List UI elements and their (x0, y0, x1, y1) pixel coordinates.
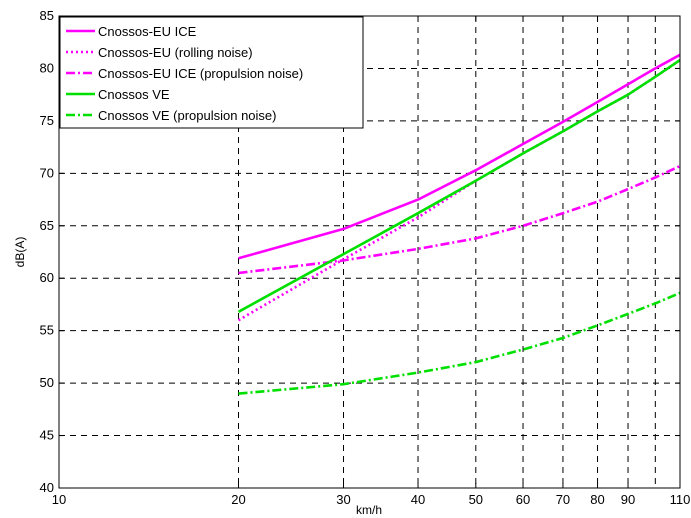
y-tick-label: 80 (40, 60, 54, 75)
legend-label-4: Cnossos VE (98, 87, 170, 102)
y-tick-label: 60 (40, 270, 54, 285)
series-line-5 (238, 291, 681, 395)
x-tick-label: 80 (590, 492, 604, 507)
x-tick-label: 60 (516, 492, 530, 507)
y-tick-label: 85 (40, 8, 54, 23)
series-line-4 (237, 59, 681, 313)
y-tick-label: 70 (40, 165, 54, 180)
x-axis-title: km/h (356, 503, 382, 517)
x-tick-label: 110 (670, 492, 691, 507)
y-tick-label: 65 (40, 218, 54, 233)
plot-frame (58, 15, 681, 489)
legend: Cnossos-EU ICE Cnossos-EU (rolling noise)… (59, 16, 364, 129)
x-tick-label: 70 (556, 492, 570, 507)
legend-label-3: Cnossos-EU ICE (propulsion noise) (98, 66, 303, 81)
grid (59, 16, 681, 488)
x-tick-label: 20 (231, 492, 245, 507)
x-tick-label: 40 (411, 492, 425, 507)
y-tick-label: 40 (40, 480, 54, 495)
x-tick-label: 90 (621, 492, 635, 507)
legend-box (59, 16, 364, 129)
legend-label-5: Cnossos VE (propulsion noise) (98, 108, 276, 123)
series-layer (237, 53, 681, 395)
y-tick-label: 75 (40, 113, 54, 128)
legend-label-1: Cnossos-EU ICE (98, 24, 197, 39)
y-tick-label: 50 (40, 375, 54, 390)
legend-label-2: Cnossos-EU (rolling noise) (98, 45, 253, 60)
x-tick-label: 10 (52, 492, 66, 507)
tick-labels: 10 20 30 40 50 60 70 80 90 110 40 45 50 55 60 65 70 75 80 8… (40, 8, 691, 507)
y-tick-label: 55 (40, 323, 54, 338)
y-axis-title: dB(A) (13, 237, 27, 268)
y-tick-label: 45 (40, 428, 54, 443)
x-tick-label: 50 (469, 492, 483, 507)
series-line-1 (238, 53, 681, 260)
series-line-3 (238, 164, 681, 275)
x-tick-label: 30 (336, 492, 350, 507)
